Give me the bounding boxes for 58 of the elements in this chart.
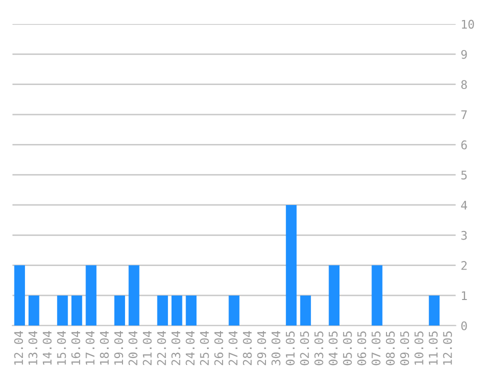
x-tick-label: 20.04: [128, 331, 138, 366]
x-tick-label: 05.05: [342, 331, 352, 366]
bar: [286, 204, 297, 326]
bar: [428, 295, 440, 326]
bar: [328, 265, 340, 326]
bar: [228, 295, 240, 326]
x-tick-label: 12.04: [14, 331, 24, 365]
bar: [300, 295, 311, 326]
x-tick-label: 02.05: [300, 331, 310, 366]
x-tick-label: 24.04: [186, 331, 195, 366]
bar: [28, 295, 40, 326]
x-tick-label: 13.04: [28, 331, 38, 365]
bar: [114, 295, 126, 326]
y-tick-label: 1: [462, 291, 467, 300]
bar: [128, 265, 140, 326]
x-tick-label: 26.04: [214, 331, 224, 366]
bar: [172, 295, 182, 326]
x-tick-label: 01.05: [286, 331, 295, 366]
x-tick-label: 17.04: [86, 331, 95, 365]
x-tick-label: 12.05: [443, 331, 452, 365]
x-tick-label: 23.04: [171, 331, 180, 366]
x-tick-label: 03.05: [314, 331, 324, 366]
x-tick-label: 29.04: [257, 331, 266, 366]
bar: [86, 265, 96, 326]
y-tick-label: 9: [461, 50, 467, 59]
y-tick-label: 2: [461, 261, 467, 270]
x-tick-label: 30.04: [271, 331, 280, 366]
x-tick-label: 06.05: [357, 331, 366, 366]
x-tick-label: 14.04: [42, 331, 52, 365]
y-tick-label: 5: [461, 170, 467, 180]
x-tick-label: 18.04: [100, 331, 109, 365]
x-tick-label: 07.05: [372, 331, 380, 366]
y-tick-label: 3: [461, 230, 467, 240]
bar: [157, 295, 168, 326]
y-tick-label: 8: [461, 80, 467, 90]
y-tick-label: 7: [461, 110, 467, 120]
x-tick-label: 21.04: [142, 331, 152, 366]
x-tick-label: 08.05: [386, 331, 395, 366]
x-tick-label: 10.05: [414, 331, 424, 365]
y-tick-label: 0: [461, 321, 467, 330]
bar: [57, 295, 68, 326]
bar: [14, 265, 25, 326]
y-tick-label: 4: [461, 200, 468, 210]
x-tick-label: 22.04: [157, 331, 166, 366]
bar: [71, 295, 82, 326]
x-tick-label: 09.05: [400, 331, 410, 366]
x-tick-label: 04.05: [328, 331, 338, 366]
x-tick-label: 11.05: [428, 331, 438, 365]
x-tick-label: 15.04: [57, 331, 66, 365]
y-tick-label: 10: [462, 20, 474, 29]
x-tick-label: 25.04: [200, 331, 209, 366]
x-tick-label: 19.04: [114, 331, 124, 365]
x-tick-label: 28.04: [242, 331, 252, 366]
x-tick-label: 16.04: [71, 331, 80, 365]
x-tick-label: 27.04: [228, 331, 238, 366]
y-tick-label: 6: [461, 140, 467, 150]
bar: [372, 265, 382, 326]
bar: [186, 295, 197, 326]
